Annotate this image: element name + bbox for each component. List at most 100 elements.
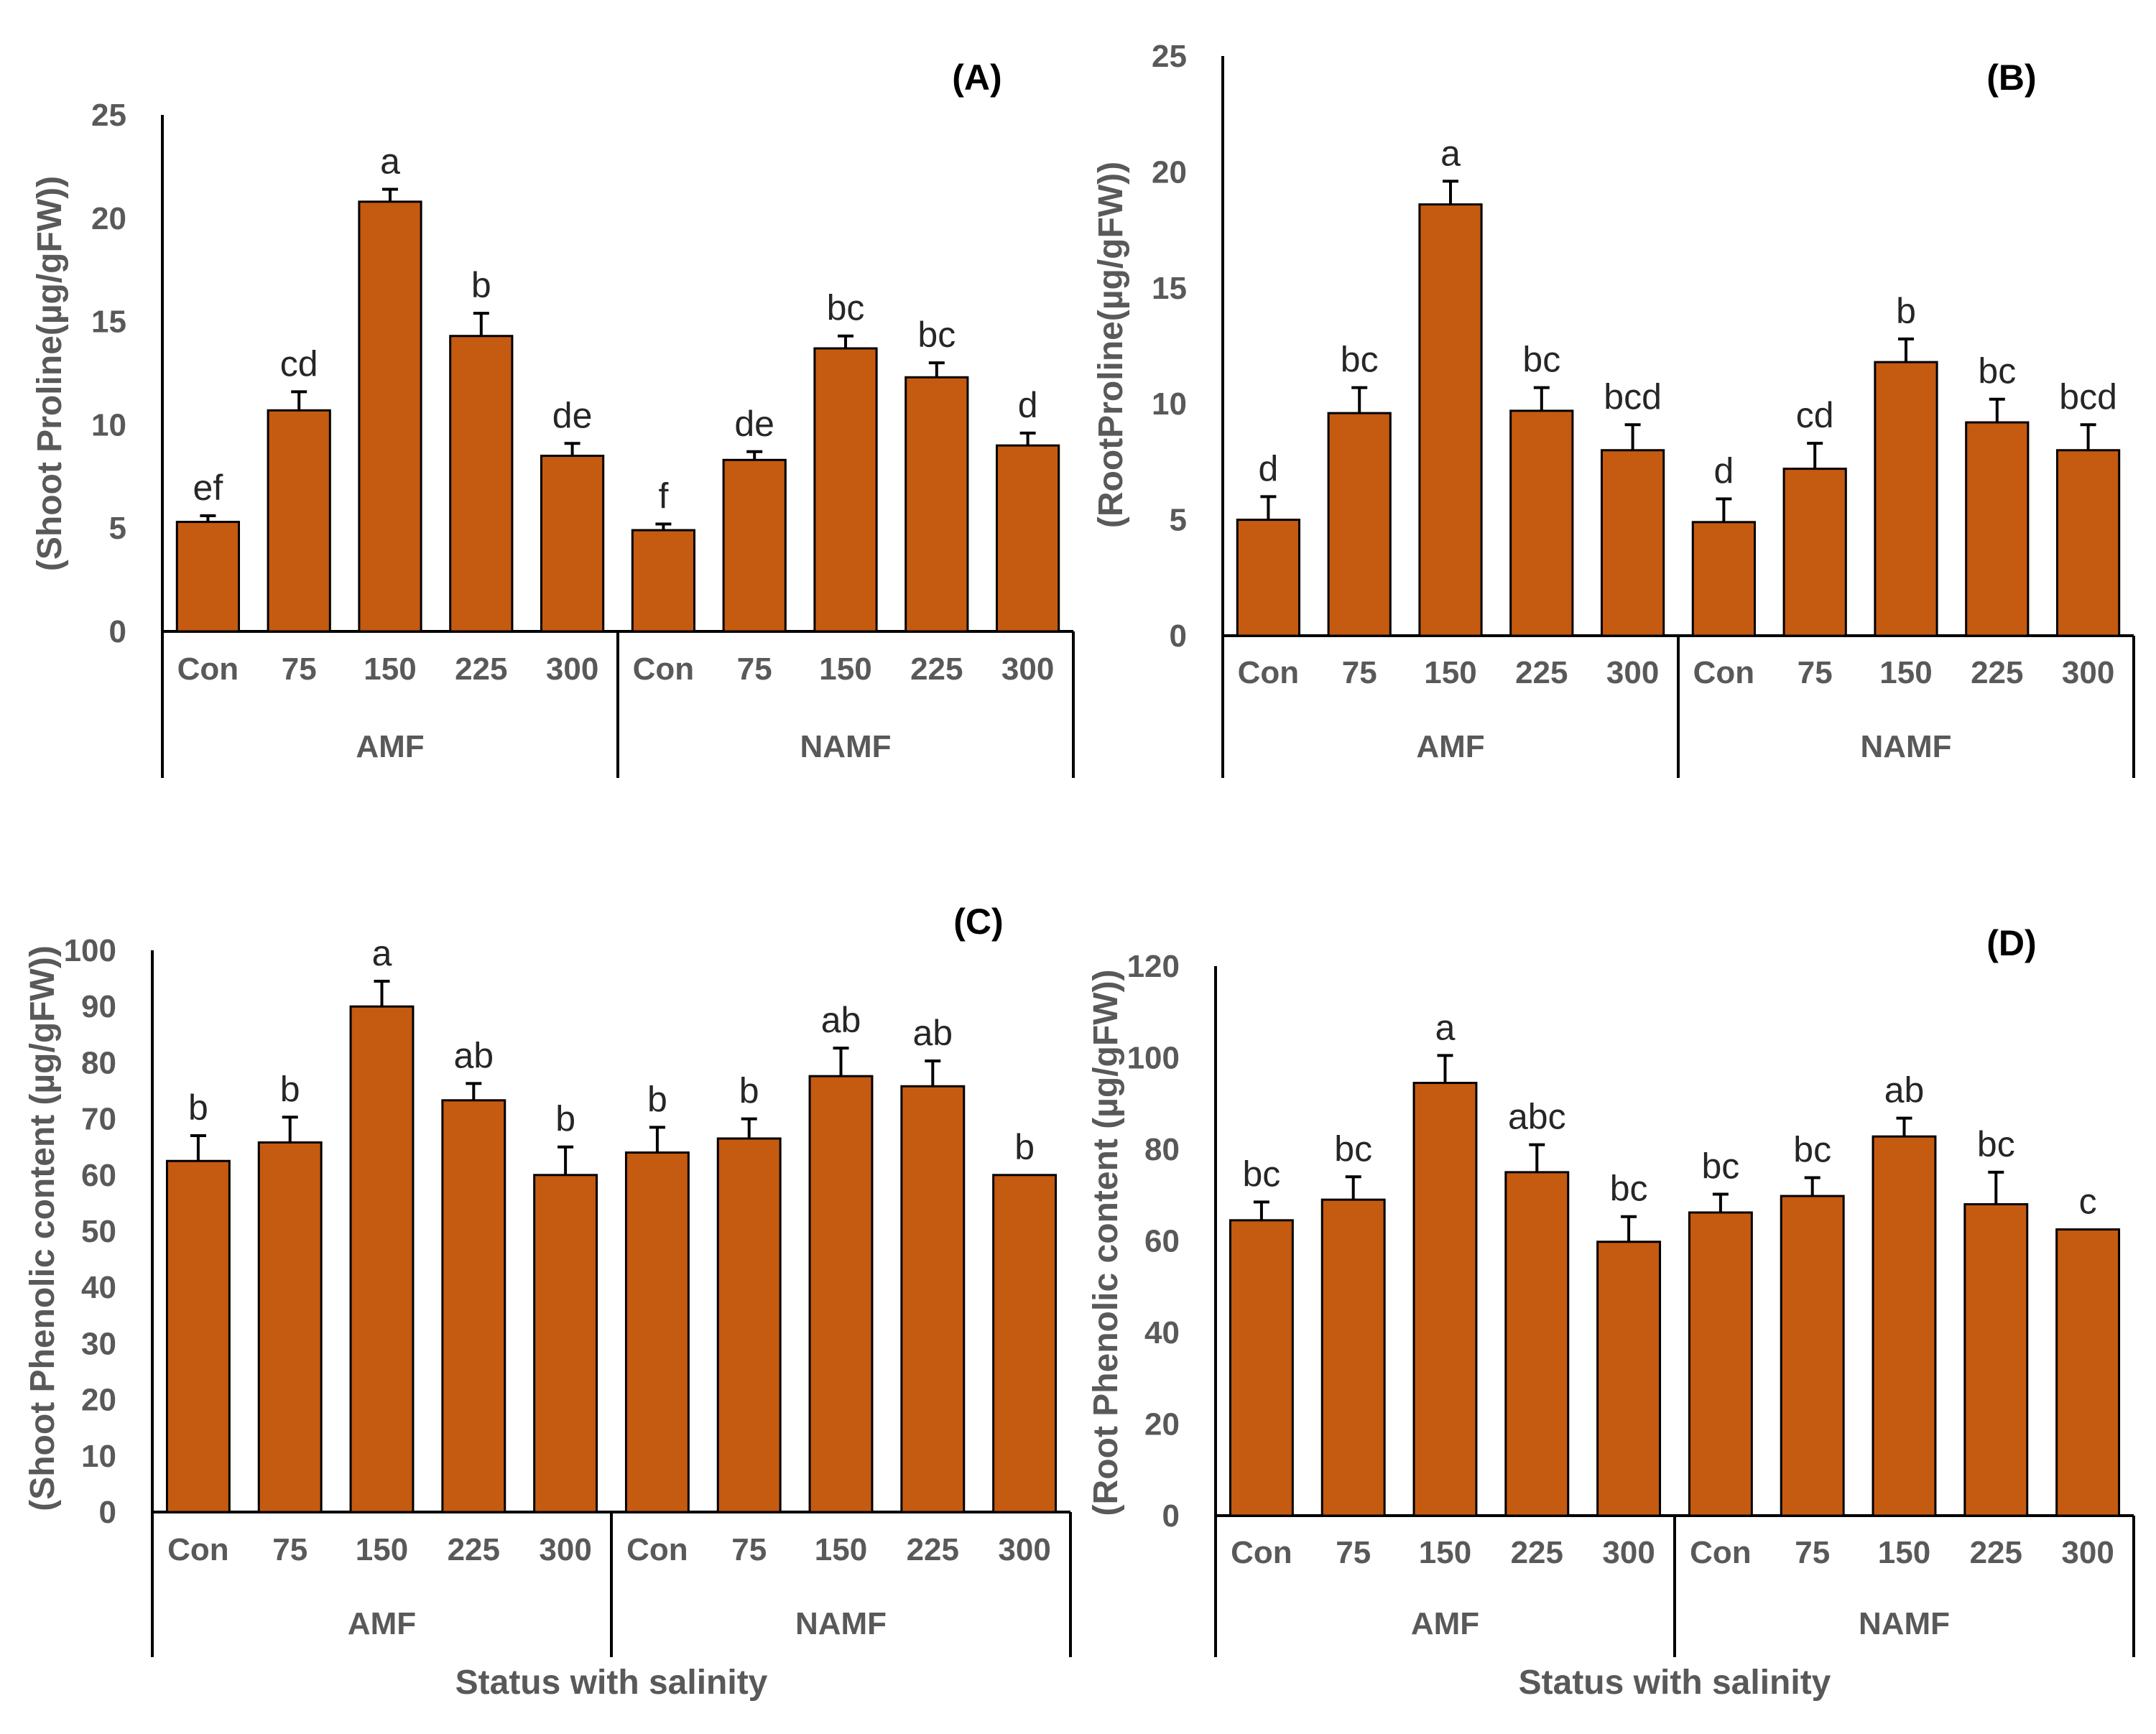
significance-letter: ab bbox=[453, 1035, 494, 1075]
significance-letter: c bbox=[2079, 1182, 2097, 1222]
significance-letter: d bbox=[1713, 451, 1734, 491]
bar bbox=[1782, 468, 1847, 637]
bar bbox=[1320, 1198, 1386, 1517]
panel-title: (A) bbox=[952, 57, 1001, 98]
y-axis-title: (Shoot Phenolic content (µg/gFW)) bbox=[24, 945, 62, 1511]
y-tick-label: 0 bbox=[1170, 618, 1187, 654]
significance-letter: bc bbox=[827, 288, 865, 328]
x-category-label: 225 bbox=[1970, 1535, 2022, 1570]
bar bbox=[1691, 521, 1757, 637]
significance-letter: a bbox=[372, 933, 392, 973]
significance-letter: a bbox=[380, 142, 400, 182]
x-category-label: 300 bbox=[1606, 655, 1659, 690]
x-category-label: 300 bbox=[546, 652, 598, 687]
x-category-label: 150 bbox=[364, 652, 416, 687]
significance-letter: b bbox=[471, 265, 491, 305]
y-tick-label: 40 bbox=[1144, 1315, 1180, 1350]
y-tick-label: 90 bbox=[81, 989, 116, 1024]
y-tick-label: 25 bbox=[1152, 39, 1187, 74]
x-category-label: 75 bbox=[737, 652, 772, 687]
significance-letter: bc bbox=[1610, 1169, 1648, 1209]
y-tick-label: 60 bbox=[1144, 1224, 1180, 1259]
x-category-label: 150 bbox=[1419, 1535, 1471, 1570]
x-category-label: Con bbox=[1238, 655, 1300, 690]
x-category-label: 150 bbox=[815, 1532, 867, 1567]
group-label: AMF bbox=[348, 1606, 416, 1641]
x-axis-title: Status with salinity bbox=[1519, 1664, 1831, 1702]
x-category-label: 150 bbox=[1424, 655, 1476, 690]
bar bbox=[2055, 449, 2121, 637]
y-tick-label: 80 bbox=[81, 1045, 116, 1080]
bar bbox=[631, 529, 696, 633]
significance-letter: cd bbox=[280, 343, 318, 384]
bar bbox=[257, 1141, 323, 1513]
x-category-label: 150 bbox=[356, 1532, 408, 1567]
bar bbox=[1418, 203, 1483, 637]
y-tick-label: 80 bbox=[1144, 1132, 1180, 1167]
y-tick-label: 20 bbox=[1144, 1407, 1180, 1442]
group-label: AMF bbox=[1411, 1606, 1479, 1641]
bar bbox=[1236, 519, 1301, 637]
significance-letter: d bbox=[1018, 385, 1038, 425]
group-label: NAMF bbox=[795, 1606, 887, 1641]
panel-b-root-proline-chart: 0 5 10 15 20 25 d Con bc 75 a 150 bc 225 bcd 300 d Con cd 7… bbox=[1092, 39, 2135, 778]
y-tick-label: 10 bbox=[1152, 386, 1187, 422]
significance-letter: b bbox=[1014, 1127, 1035, 1167]
bar bbox=[1504, 1171, 1570, 1517]
y-tick-label: 20 bbox=[91, 201, 126, 236]
x-category-label: 225 bbox=[1511, 1535, 1563, 1570]
bar bbox=[995, 444, 1060, 633]
x-category-label: Con bbox=[626, 1532, 688, 1567]
x-category-label: 75 bbox=[731, 1532, 767, 1567]
y-tick-label: 0 bbox=[109, 614, 126, 649]
bar bbox=[1229, 1219, 1294, 1517]
significance-letter: bc bbox=[1977, 1124, 2015, 1164]
significance-letter: a bbox=[1440, 133, 1461, 173]
bar bbox=[1596, 1241, 1662, 1517]
x-category-label: 150 bbox=[1879, 655, 1932, 690]
y-axis-title: (RootProline(µg/gFW)) bbox=[1092, 162, 1130, 528]
bar bbox=[624, 1151, 690, 1513]
group-label: NAMF bbox=[800, 729, 891, 764]
bar bbox=[992, 1174, 1058, 1513]
bar bbox=[1327, 412, 1392, 637]
y-tick-label: 0 bbox=[99, 1495, 116, 1530]
significance-letter: bc bbox=[1522, 340, 1560, 380]
significance-letter: de bbox=[552, 395, 593, 435]
significance-letter: b bbox=[188, 1088, 208, 1128]
x-category-label: Con bbox=[177, 652, 239, 687]
y-tick-label: 120 bbox=[1127, 949, 1180, 984]
x-category-label: 300 bbox=[2062, 655, 2114, 690]
x-category-label: 225 bbox=[1971, 655, 2023, 690]
panel-title: (D) bbox=[1986, 923, 2036, 963]
y-tick-label: 70 bbox=[81, 1102, 116, 1137]
significance-letter: bc bbox=[1341, 340, 1379, 380]
panel-a-shoot-proline-chart: 0 5 10 15 20 25 ef Con cd 75 a 150 b 225 de 300 f Con de 75… bbox=[31, 57, 1075, 778]
group-label: AMF bbox=[1416, 729, 1484, 764]
panel-title: (C) bbox=[953, 901, 1003, 942]
significance-letter: d bbox=[1258, 448, 1278, 488]
x-category-label: 300 bbox=[1602, 1535, 1655, 1570]
significance-letter: ef bbox=[193, 468, 223, 508]
bar bbox=[808, 1075, 874, 1513]
y-tick-label: 60 bbox=[81, 1158, 116, 1193]
significance-letter: b bbox=[555, 1099, 575, 1139]
x-category-label: 225 bbox=[455, 652, 507, 687]
bar bbox=[1872, 1135, 1937, 1517]
bar bbox=[267, 409, 331, 633]
x-category-label: 75 bbox=[1795, 1535, 1830, 1570]
y-axis-title: (Root Phenolic content (µg/gFW)) bbox=[1087, 970, 1125, 1516]
bar bbox=[1780, 1195, 1845, 1517]
x-category-label: Con bbox=[167, 1532, 229, 1567]
y-tick-label: 25 bbox=[91, 98, 126, 133]
y-tick-label: 100 bbox=[64, 933, 116, 968]
significance-letter: bcd bbox=[2059, 376, 2117, 417]
y-axis-title: (Shoot Proline(µg/gFW)) bbox=[31, 176, 69, 571]
y-tick-label: 100 bbox=[1127, 1041, 1180, 1076]
y-tick-label: 0 bbox=[1162, 1498, 1180, 1534]
bar bbox=[904, 376, 969, 633]
bar bbox=[1874, 361, 1938, 637]
significance-letter: bc bbox=[1701, 1146, 1739, 1186]
significance-letter: ab bbox=[912, 1013, 953, 1053]
